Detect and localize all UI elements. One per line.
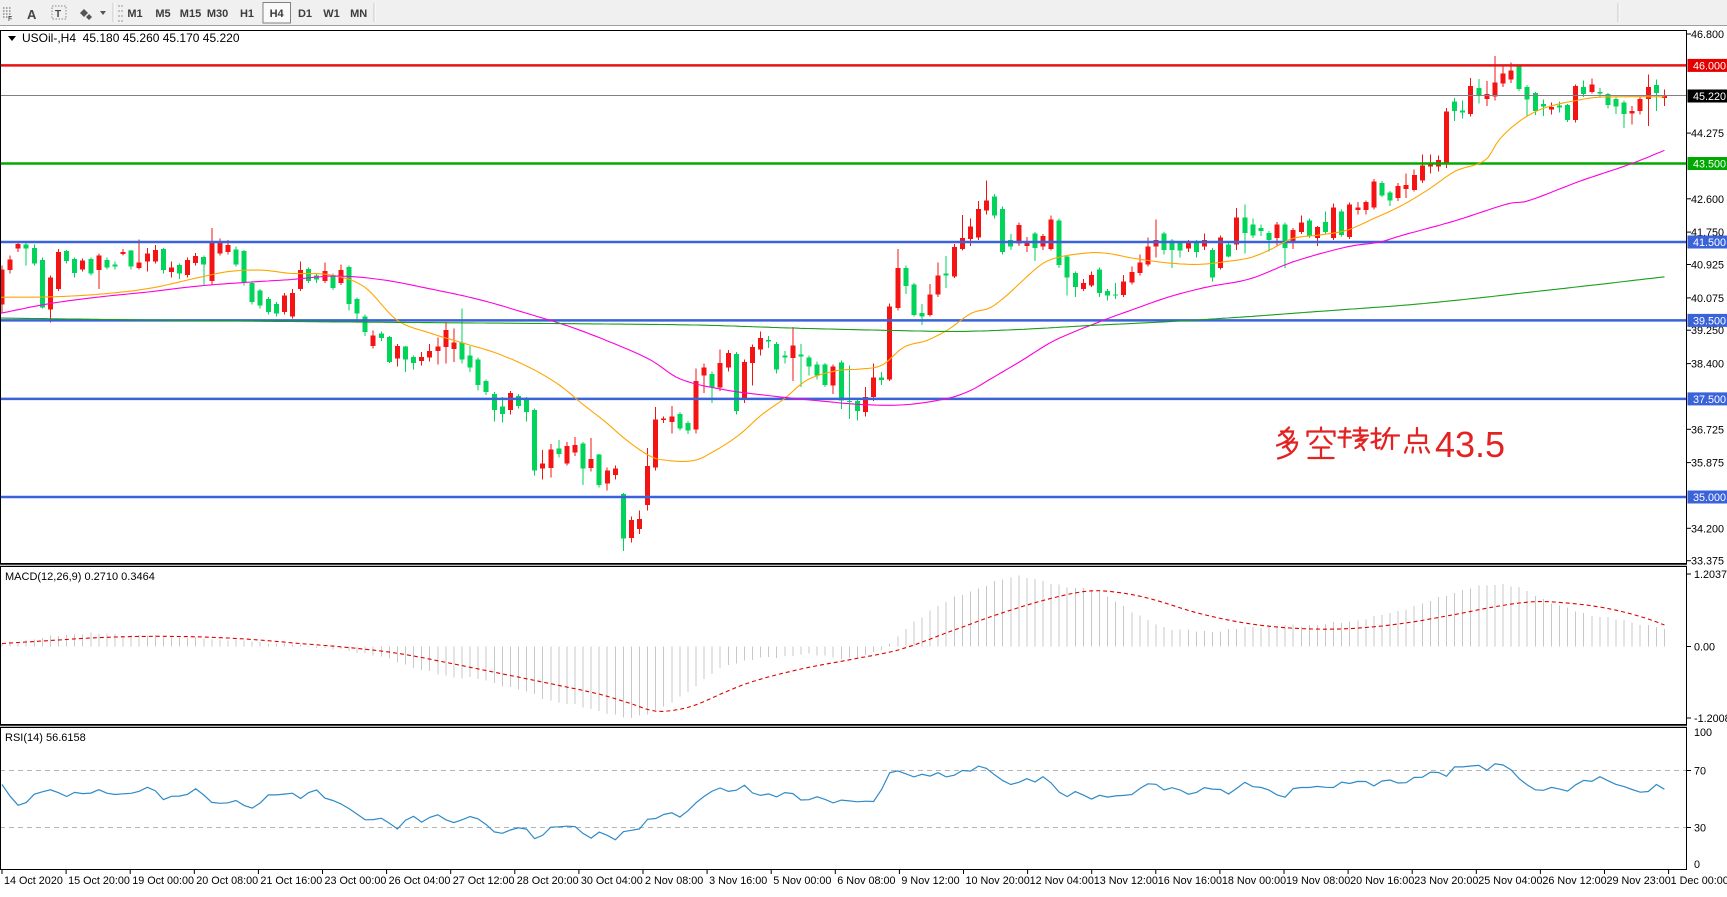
svg-text:40.925: 40.925: [1691, 260, 1724, 272]
svg-text:12 Nov 04:00: 12 Nov 04:00: [1030, 875, 1094, 887]
svg-text:43.5: 43.5: [1435, 424, 1505, 465]
svg-text:M1: M1: [127, 8, 142, 20]
svg-text:43.500: 43.500: [1693, 159, 1726, 171]
svg-text:16 Nov 16:00: 16 Nov 16:00: [1158, 875, 1222, 887]
svg-text:9 Nov 12:00: 9 Nov 12:00: [901, 875, 959, 887]
svg-text:19 Nov 08:00: 19 Nov 08:00: [1286, 875, 1350, 887]
svg-text:25 Nov 04:00: 25 Nov 04:00: [1478, 875, 1542, 887]
svg-text:H1: H1: [240, 8, 254, 20]
svg-text:46.000: 46.000: [1693, 60, 1726, 72]
svg-text:46.800: 46.800: [1691, 29, 1724, 41]
svg-text:F: F: [8, 16, 12, 23]
svg-text:19 Oct 00:00: 19 Oct 00:00: [132, 875, 194, 887]
svg-text:42.600: 42.600: [1691, 194, 1724, 206]
svg-text:39.500: 39.500: [1693, 315, 1726, 327]
svg-text:A: A: [27, 7, 37, 22]
svg-text:2 Nov 08:00: 2 Nov 08:00: [645, 875, 703, 887]
svg-text:21 Oct 16:00: 21 Oct 16:00: [260, 875, 322, 887]
svg-text:38.400: 38.400: [1691, 359, 1724, 371]
svg-text:M30: M30: [207, 8, 228, 20]
svg-text:5 Nov 00:00: 5 Nov 00:00: [773, 875, 831, 887]
svg-text:30 Oct 04:00: 30 Oct 04:00: [581, 875, 643, 887]
svg-text:28 Oct 20:00: 28 Oct 20:00: [517, 875, 579, 887]
svg-text:37.500: 37.500: [1693, 394, 1726, 406]
svg-text:45.220: 45.220: [1693, 91, 1726, 103]
svg-text:-1.2008: -1.2008: [1694, 713, 1727, 725]
svg-text:100: 100: [1694, 727, 1712, 739]
svg-text:36.725: 36.725: [1691, 424, 1724, 436]
svg-text:23 Oct 00:00: 23 Oct 00:00: [325, 875, 387, 887]
svg-text:34.200: 34.200: [1691, 523, 1724, 535]
svg-text:M15: M15: [180, 8, 201, 20]
svg-text:44.275: 44.275: [1691, 128, 1724, 140]
svg-text:6 Nov 08:00: 6 Nov 08:00: [837, 875, 895, 887]
svg-text:26 Oct 04:00: 26 Oct 04:00: [389, 875, 451, 887]
svg-text:1 Dec 00:00: 1 Dec 00:00: [1671, 875, 1727, 887]
svg-text:35.875: 35.875: [1691, 458, 1724, 470]
svg-text:T: T: [55, 9, 61, 20]
svg-text:0.00: 0.00: [1694, 642, 1715, 654]
svg-text:20 Oct 08:00: 20 Oct 08:00: [196, 875, 258, 887]
svg-text:15 Oct 20:00: 15 Oct 20:00: [68, 875, 130, 887]
svg-text:41.500: 41.500: [1693, 237, 1726, 249]
svg-text:MN: MN: [350, 8, 367, 20]
svg-text:14 Oct 2020: 14 Oct 2020: [4, 875, 63, 887]
svg-text:D1: D1: [298, 8, 312, 20]
svg-text:30: 30: [1694, 823, 1706, 835]
svg-text:H4: H4: [270, 8, 285, 20]
svg-text:20 Nov 16:00: 20 Nov 16:00: [1350, 875, 1414, 887]
svg-text:W1: W1: [323, 8, 340, 20]
svg-text:M5: M5: [155, 8, 170, 20]
svg-text:40.075: 40.075: [1691, 293, 1724, 305]
svg-text:33.375: 33.375: [1691, 556, 1724, 568]
svg-text:70: 70: [1694, 766, 1706, 778]
svg-text:1.2037: 1.2037: [1694, 569, 1727, 581]
svg-text:29 Nov 23:00: 29 Nov 23:00: [1607, 875, 1671, 887]
svg-text:MACD(12,26,9) 0.2710 0.3464: MACD(12,26,9) 0.2710 0.3464: [5, 571, 155, 583]
svg-text:13 Nov 12:00: 13 Nov 12:00: [1094, 875, 1158, 887]
svg-text:10 Nov 20:00: 10 Nov 20:00: [966, 875, 1030, 887]
svg-text:35.000: 35.000: [1693, 492, 1726, 504]
svg-text:18 Nov 00:00: 18 Nov 00:00: [1222, 875, 1286, 887]
svg-text:0: 0: [1694, 859, 1700, 871]
svg-text:23 Nov 20:00: 23 Nov 20:00: [1414, 875, 1478, 887]
svg-text:USOil-,H4 45.180 45.260 45.17: USOil-,H4 45.180 45.260 45.170 45.220: [22, 31, 240, 45]
svg-text:RSI(14) 56.6158: RSI(14) 56.6158: [5, 732, 86, 744]
svg-text:3 Nov 16:00: 3 Nov 16:00: [709, 875, 767, 887]
svg-text:27 Oct 12:00: 27 Oct 12:00: [453, 875, 515, 887]
svg-text:26 Nov 12:00: 26 Nov 12:00: [1542, 875, 1606, 887]
